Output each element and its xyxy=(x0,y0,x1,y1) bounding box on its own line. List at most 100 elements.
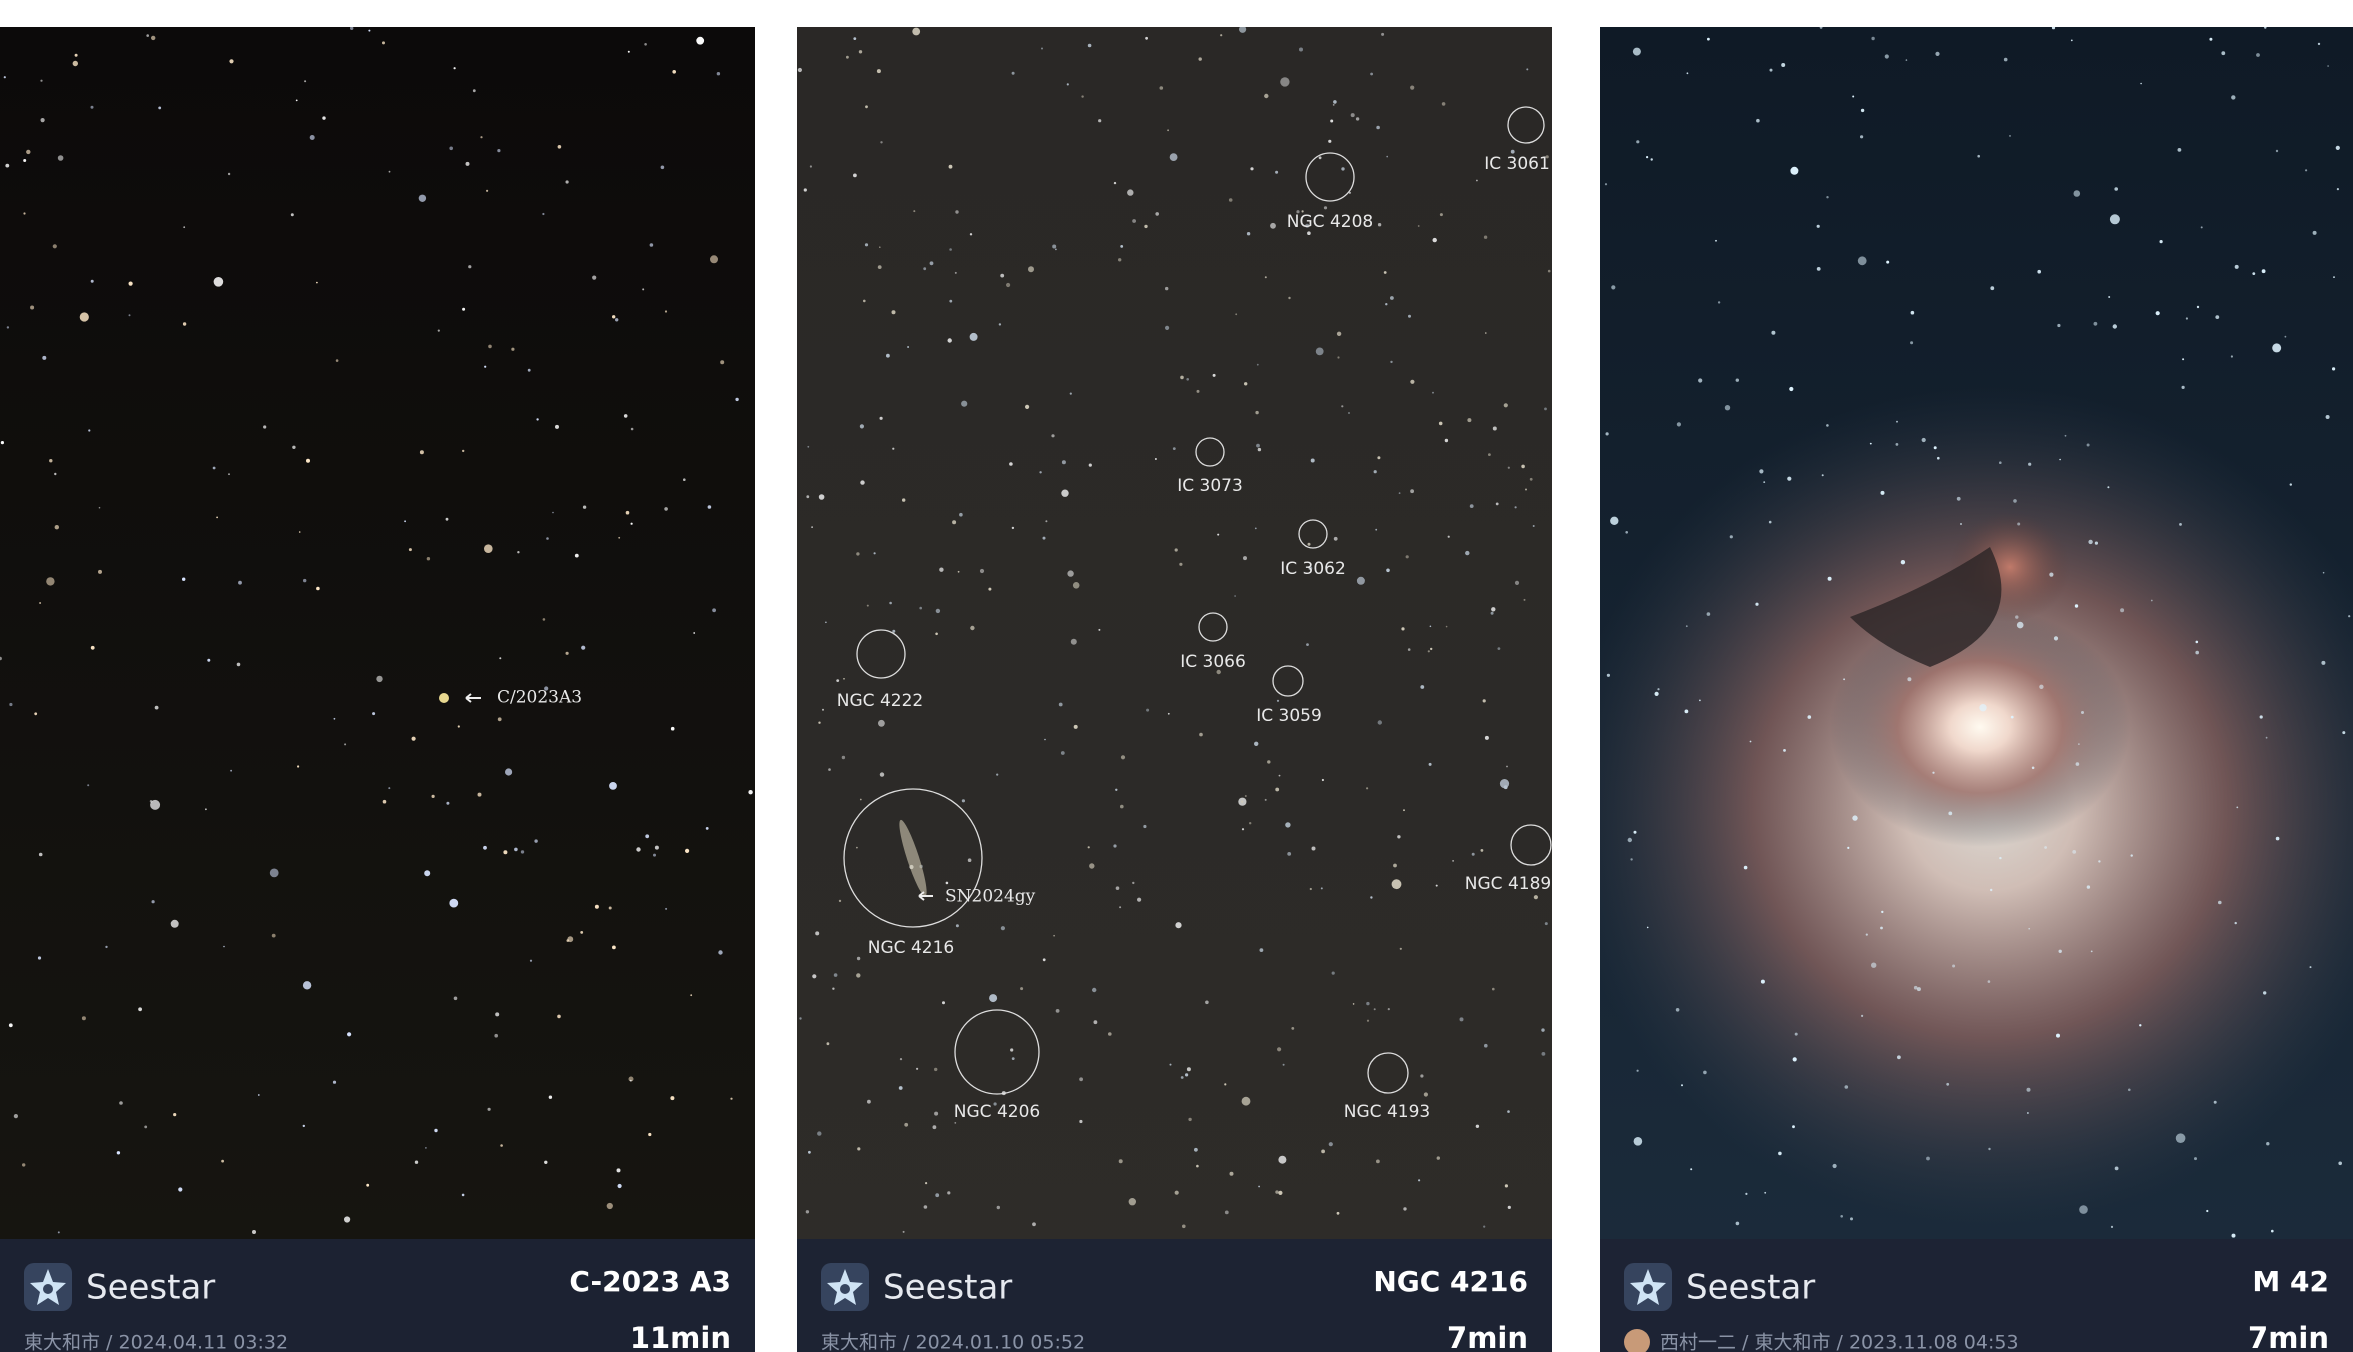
star xyxy=(2017,622,2024,629)
star xyxy=(75,54,78,57)
star xyxy=(1817,267,1821,271)
star xyxy=(843,678,845,680)
star xyxy=(1370,896,1372,898)
star xyxy=(955,272,957,274)
star xyxy=(1168,713,1170,715)
star xyxy=(1310,888,1312,890)
star xyxy=(1351,113,1355,117)
star xyxy=(583,506,586,509)
star xyxy=(1196,1165,1199,1168)
star xyxy=(671,727,675,731)
star xyxy=(1521,465,1525,469)
star xyxy=(949,165,953,169)
annotation: IC 3061 xyxy=(1484,154,1550,174)
star xyxy=(1121,755,1125,759)
star xyxy=(935,633,938,636)
star xyxy=(730,1098,732,1100)
star xyxy=(708,505,712,509)
star xyxy=(798,68,802,72)
star xyxy=(2235,265,2239,269)
star xyxy=(1881,911,1883,913)
star xyxy=(1828,577,1832,581)
star xyxy=(2107,486,2109,488)
star xyxy=(499,657,501,659)
star xyxy=(812,974,816,978)
star xyxy=(878,720,885,727)
star xyxy=(2271,1230,2274,1233)
star xyxy=(1375,529,1377,531)
star xyxy=(934,1112,938,1116)
star xyxy=(925,1182,927,1184)
star xyxy=(1736,1222,1740,1226)
star xyxy=(1790,167,1798,175)
star xyxy=(685,849,689,853)
star xyxy=(1254,742,1258,746)
star xyxy=(1341,167,1344,170)
star xyxy=(205,808,207,810)
star xyxy=(511,348,514,351)
star xyxy=(2290,483,2292,485)
star xyxy=(2037,270,2041,274)
star xyxy=(1329,1142,1333,1146)
star xyxy=(1858,256,1867,265)
star xyxy=(1442,102,1446,106)
star xyxy=(959,513,963,517)
star xyxy=(815,931,819,935)
star xyxy=(1390,361,1392,363)
star xyxy=(1115,789,1117,791)
logo xyxy=(24,1263,72,1311)
star xyxy=(488,345,492,349)
star xyxy=(22,1163,25,1166)
star xyxy=(1492,988,1495,991)
star xyxy=(1847,847,1849,849)
star xyxy=(9,1023,13,1027)
star xyxy=(419,195,426,202)
star xyxy=(2151,600,2153,602)
star xyxy=(152,900,155,903)
star xyxy=(1079,1077,1083,1081)
annotation: C/2023A3 xyxy=(497,688,582,708)
annotation: NGC 4208 xyxy=(1287,212,1373,232)
star xyxy=(1337,1212,1340,1215)
star xyxy=(1182,1225,1186,1229)
star xyxy=(880,772,884,776)
star xyxy=(846,56,849,59)
star xyxy=(376,676,382,682)
star xyxy=(999,323,1001,325)
star xyxy=(1488,453,1491,456)
star xyxy=(706,827,709,830)
title: M 42 xyxy=(2252,1265,2329,1298)
star xyxy=(1181,1076,1184,1079)
star xyxy=(1871,37,1874,40)
meta: 東大和市 / 2024.04.11 03:32 xyxy=(24,1332,288,1352)
star xyxy=(1406,555,1409,558)
star xyxy=(1436,885,1438,887)
star xyxy=(1476,1125,1479,1128)
star xyxy=(40,80,42,82)
star xyxy=(1476,180,1478,182)
star xyxy=(1745,1193,1747,1195)
photo: SeestarM 42西村一二 / 東大和市 / 2023.11.08 04:5… xyxy=(1600,27,2353,1352)
star xyxy=(229,59,233,63)
star xyxy=(458,725,460,727)
star xyxy=(1255,528,1257,530)
star xyxy=(1403,809,1405,811)
star xyxy=(1116,886,1120,890)
star xyxy=(1055,249,1057,251)
star xyxy=(1418,1179,1420,1181)
star xyxy=(1385,303,1387,305)
star xyxy=(907,346,909,348)
star xyxy=(1025,405,1029,409)
star xyxy=(961,401,967,407)
star xyxy=(1334,537,1338,541)
star xyxy=(1199,57,1202,60)
star xyxy=(644,43,647,46)
star xyxy=(2115,1167,2119,1171)
star xyxy=(1333,100,1337,104)
star xyxy=(1470,504,1474,508)
star xyxy=(2182,358,2184,360)
star xyxy=(808,1151,811,1154)
